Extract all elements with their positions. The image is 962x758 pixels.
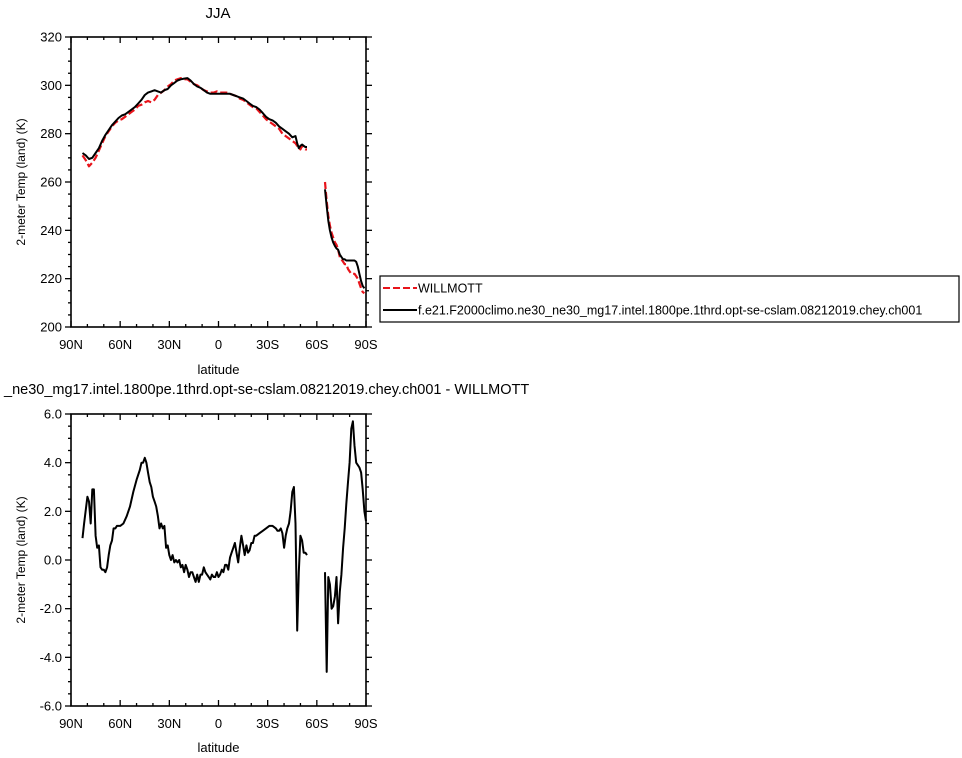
y-axis-label: 2-meter Temp (land) (K)	[14, 496, 28, 623]
x-tick-label: 90N	[59, 337, 83, 352]
series-line-1-segment-1	[81, 456, 308, 632]
y-tick-label: 220	[40, 271, 62, 286]
series-group	[81, 420, 367, 673]
y-tick-label: 260	[40, 175, 62, 190]
series-line-1-segment-2	[323, 181, 366, 295]
x-tick-label: 0	[215, 716, 222, 731]
chart-1: 90N 60N 30N 0 30S 60S 90S 200 220 240 260 280 300 320…	[14, 5, 960, 377]
y-tick-label: 6.0	[44, 407, 62, 422]
chart-title: JJA	[205, 5, 230, 22]
x-tick-label: 60S	[305, 337, 328, 352]
x-axis-label: latitude	[198, 740, 240, 755]
x-tick-label: 60S	[305, 716, 328, 731]
x-tick-label: 30N	[157, 716, 181, 731]
y-tick-label: -6.0	[40, 699, 62, 714]
y-tick-label: 320	[40, 30, 62, 45]
legend: WILLMOTT f.e21.F2000climo.ne30_ne30_mg17.…	[379, 275, 960, 323]
x-tick-label: 60N	[108, 716, 132, 731]
x-axis-label: latitude	[198, 362, 240, 377]
y-tick-label: 2.0	[44, 504, 62, 519]
legend-label-2: f.e21.F2000climo.ne30_ne30_mg17.intel.18…	[418, 304, 922, 318]
series-group	[81, 76, 366, 295]
y-axis-label: 2-meter Temp (land) (K)	[14, 118, 28, 245]
y-tick-label: 280	[40, 126, 62, 141]
legend-box	[379, 275, 960, 323]
x-tick-label: 60N	[108, 337, 132, 352]
y-tick-label: 0.0	[44, 553, 62, 568]
plots: 90N 60N 30N 0 30S 60S 90S 200 220 240 260 280 300 320…	[3, 5, 960, 755]
y-tick-label: -4.0	[40, 650, 62, 665]
series-line-2-segment-2	[324, 189, 366, 289]
x-tick-label: 0	[215, 337, 222, 352]
x-tick-label: 30N	[157, 337, 181, 352]
x-tick-label: 90S	[354, 337, 377, 352]
x-tick-label: 30S	[256, 337, 279, 352]
x-tick-label: 90S	[354, 716, 377, 731]
legend-label-1: WILLMOTT	[418, 282, 483, 296]
x-tick-label: 30S	[256, 716, 279, 731]
y-tick-label: 240	[40, 223, 62, 238]
chart-2: 90N 60N 30N 0 30S 60S 90S -6.0 -4.0 -2.0 0.0 2.0 4.0…	[3, 382, 529, 755]
series-line-1-segment-2	[324, 420, 367, 673]
x-tick-label: 90N	[59, 716, 83, 731]
y-tick-label: 4.0	[44, 455, 62, 470]
y-tick-label: 300	[40, 78, 62, 93]
chart-title: _ne30_mg17.intel.1800pe.1thrd.opt-se-csl…	[3, 382, 529, 398]
y-tick-label: -2.0	[40, 601, 62, 616]
y-tick-label: 200	[40, 320, 62, 335]
series-line-2-segment-1	[81, 77, 307, 160]
